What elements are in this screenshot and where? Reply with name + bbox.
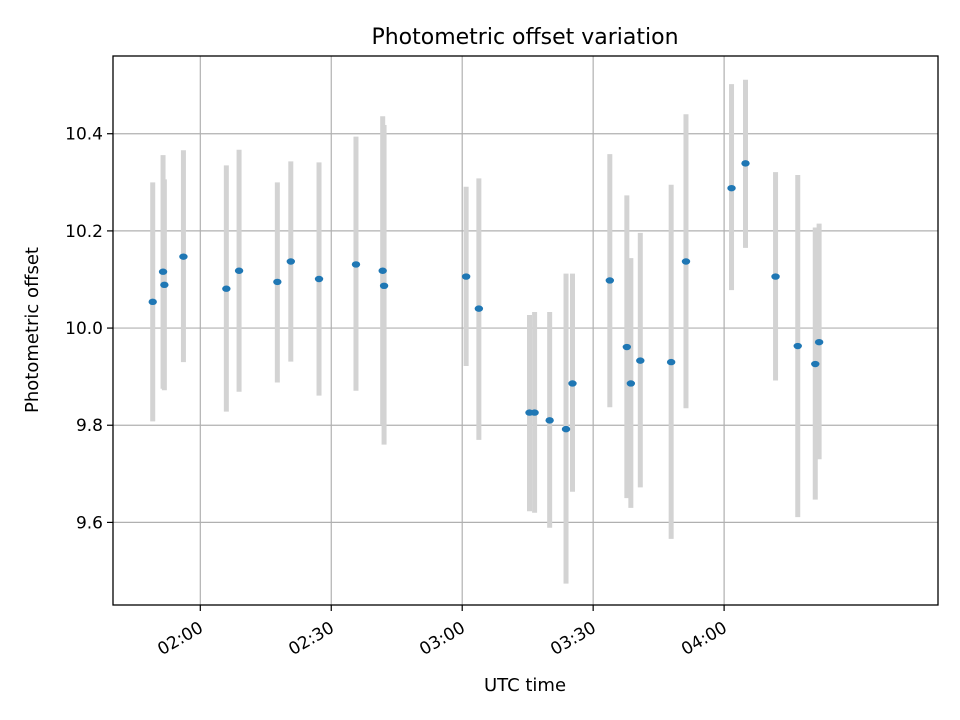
- data-point: [530, 409, 539, 416]
- y-axis: 9.6 9.8 10.0 10.2 10.4: [65, 125, 113, 533]
- data-point: [351, 261, 361, 268]
- data-points: [148, 160, 824, 433]
- data-point: [158, 268, 168, 275]
- grid: [113, 56, 938, 605]
- y-tick-label: 9.8: [76, 416, 103, 436]
- data-point: [222, 285, 231, 292]
- data-point: [741, 160, 750, 167]
- y-tick-label: 10.0: [65, 319, 103, 339]
- data-point: [568, 380, 577, 387]
- y-tick-label: 10.4: [65, 125, 103, 145]
- data-point: [286, 258, 296, 265]
- x-axis-title: UTC time: [484, 675, 566, 696]
- data-point: [474, 305, 484, 312]
- data-point: [545, 417, 554, 424]
- data-point: [622, 343, 632, 351]
- data-point: [148, 298, 157, 306]
- data-point: [793, 342, 802, 350]
- data-point: [727, 184, 736, 192]
- y-axis-title: Photometric offset: [22, 247, 43, 413]
- data-point: [605, 277, 615, 284]
- data-point: [179, 253, 188, 260]
- data-point: [160, 281, 169, 289]
- plot-background: [113, 56, 938, 605]
- data-point: [378, 267, 387, 274]
- data-point: [771, 273, 780, 280]
- data-point: [461, 273, 471, 280]
- plot-area: [112, 55, 939, 606]
- y-tick-label: 9.6: [76, 513, 103, 533]
- data-point: [234, 267, 244, 274]
- y-tick-label: 10.2: [65, 222, 103, 242]
- data-point: [314, 275, 324, 283]
- plot-frame: [112, 55, 939, 606]
- chart-title: Photometric offset variation: [371, 25, 678, 50]
- data-point: [814, 338, 824, 346]
- data-point: [636, 357, 645, 364]
- data-point: [379, 282, 389, 290]
- data-point: [273, 278, 282, 286]
- data-point: [811, 360, 820, 368]
- data-point: [681, 258, 691, 265]
- data-point: [561, 425, 571, 433]
- data-point: [666, 358, 676, 366]
- data-point: [626, 380, 636, 387]
